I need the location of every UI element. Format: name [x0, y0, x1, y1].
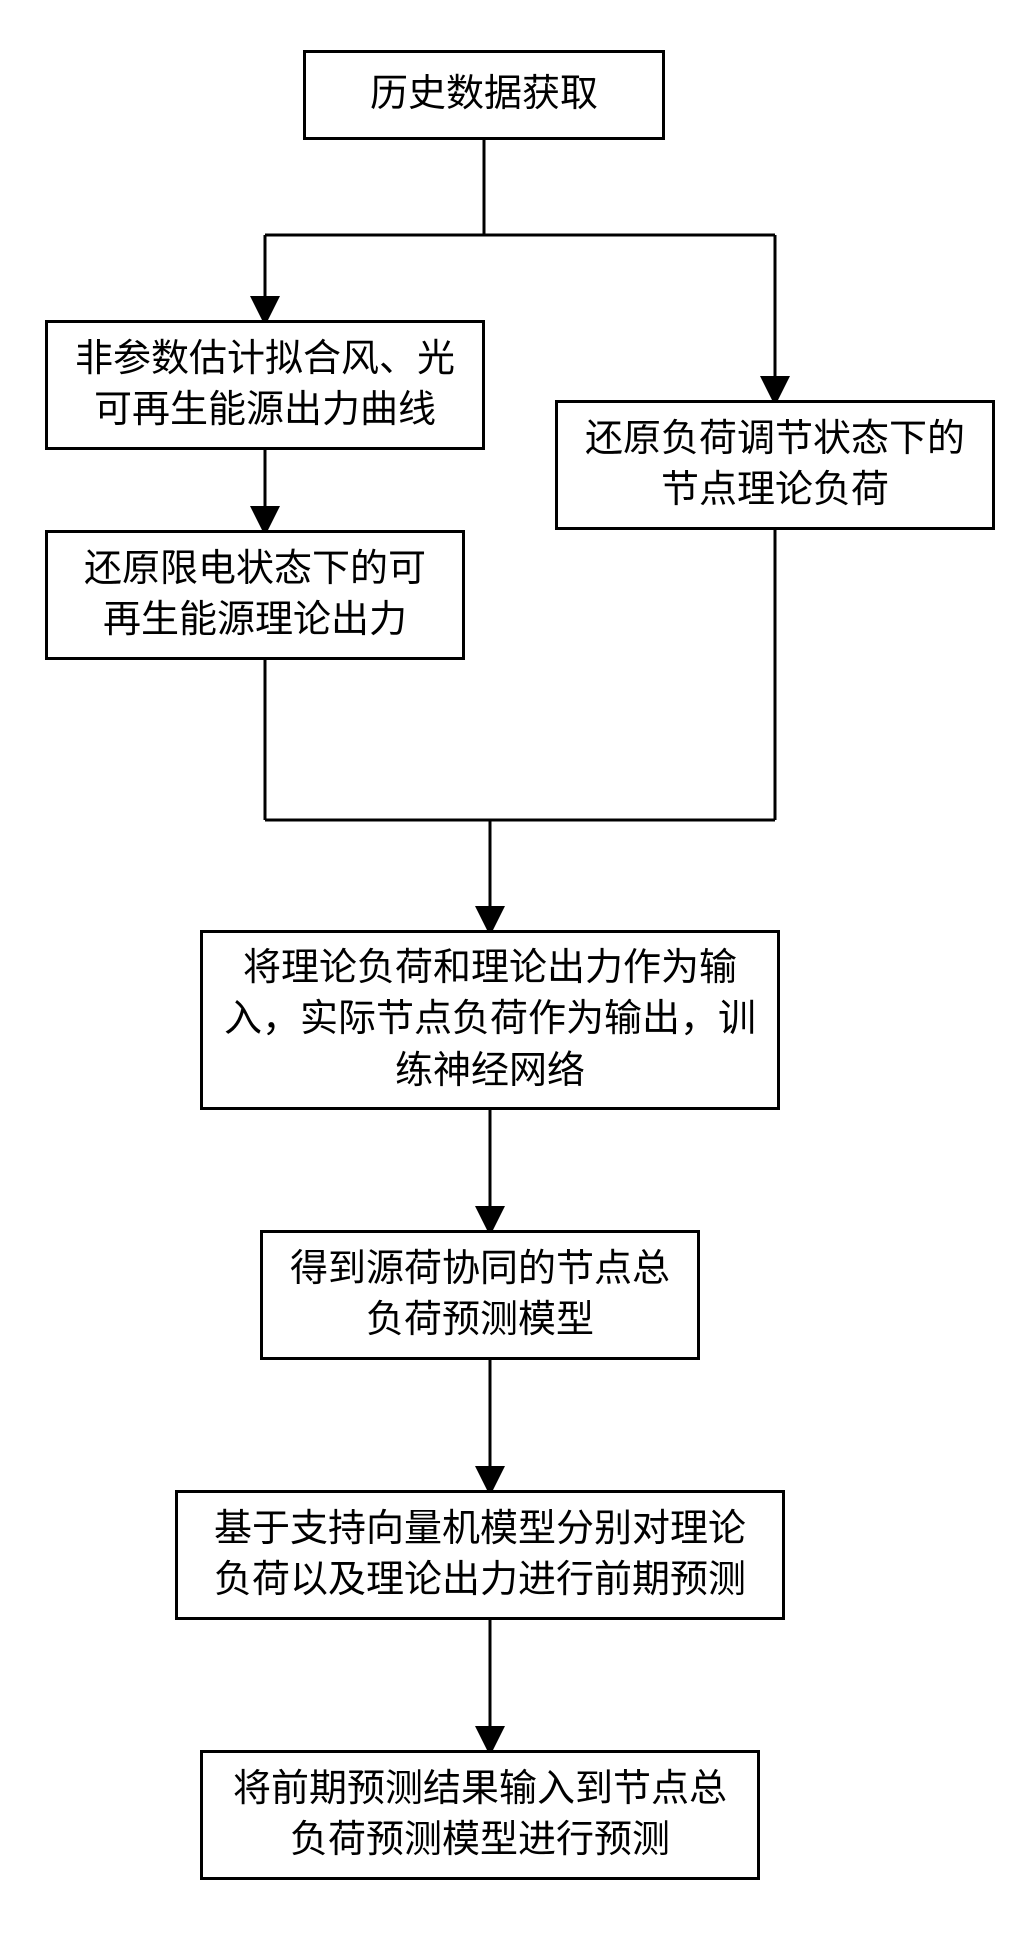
- flowchart-node-n2: 非参数估计拟合风、光可再生能源出力曲线: [45, 320, 485, 450]
- flowchart-node-n5: 将理论负荷和理论出力作为输入，实际节点负荷作为输出，训练神经网络: [200, 930, 780, 1110]
- node-label: 将理论负荷和理论出力作为输入，实际节点负荷作为输出，训练神经网络: [221, 943, 759, 1097]
- node-label: 非参数估计拟合风、光可再生能源出力曲线: [66, 334, 464, 437]
- node-label: 将前期预测结果输入到节点总负荷预测模型进行预测: [221, 1764, 739, 1867]
- node-label: 基于支持向量机模型分别对理论负荷以及理论出力进行前期预测: [196, 1504, 764, 1607]
- flowchart-node-n1: 历史数据获取: [303, 50, 665, 140]
- node-label: 历史数据获取: [370, 69, 598, 120]
- flowchart-node-n7: 基于支持向量机模型分别对理论负荷以及理论出力进行前期预测: [175, 1490, 785, 1620]
- node-label: 还原负荷调节状态下的节点理论负荷: [576, 414, 974, 517]
- flowchart-node-n4: 还原限电状态下的可再生能源理论出力: [45, 530, 465, 660]
- flowchart-node-n3: 还原负荷调节状态下的节点理论负荷: [555, 400, 995, 530]
- node-label: 得到源荷协同的节点总负荷预测模型: [281, 1244, 679, 1347]
- node-label: 还原限电状态下的可再生能源理论出力: [66, 544, 444, 647]
- flowchart-container: 历史数据获取非参数估计拟合风、光可再生能源出力曲线还原负荷调节状态下的节点理论负…: [0, 0, 1033, 1939]
- flowchart-node-n6: 得到源荷协同的节点总负荷预测模型: [260, 1230, 700, 1360]
- flowchart-node-n8: 将前期预测结果输入到节点总负荷预测模型进行预测: [200, 1750, 760, 1880]
